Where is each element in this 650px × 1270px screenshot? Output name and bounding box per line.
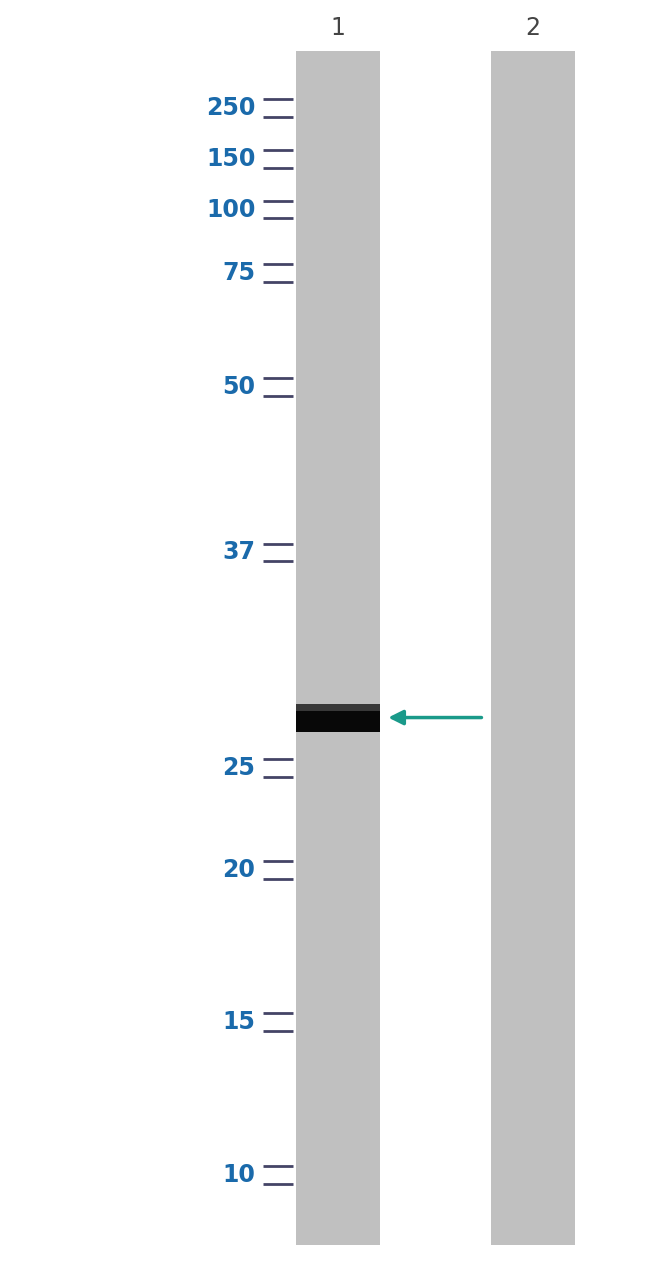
Text: 100: 100 [206, 198, 255, 221]
Bar [296, 704, 380, 710]
Text: 50: 50 [222, 376, 255, 399]
Bar [491, 51, 575, 1245]
Text: 1: 1 [331, 17, 345, 39]
Text: 15: 15 [222, 1011, 255, 1034]
Text: 10: 10 [222, 1163, 255, 1186]
Bar [296, 51, 380, 1245]
Text: 250: 250 [206, 97, 255, 119]
Bar [296, 704, 380, 732]
Text: 25: 25 [222, 757, 255, 780]
Text: 20: 20 [222, 859, 255, 881]
Text: 75: 75 [222, 262, 255, 284]
Text: 150: 150 [206, 147, 255, 170]
Text: 37: 37 [222, 541, 255, 564]
Text: 2: 2 [525, 17, 541, 39]
